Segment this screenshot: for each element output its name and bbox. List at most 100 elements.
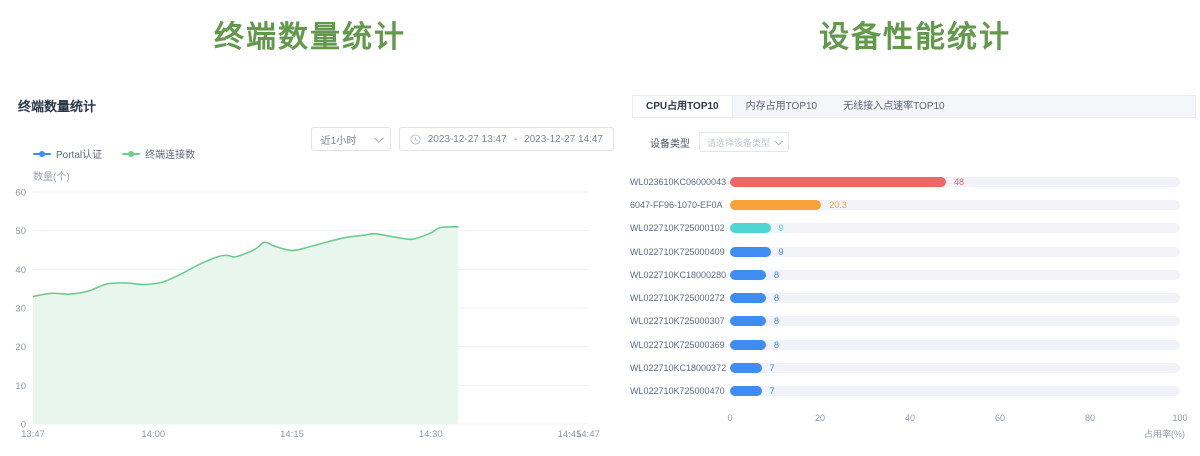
bar-plot: 8 bbox=[730, 316, 1180, 326]
bar-plot: 9 bbox=[730, 223, 1180, 233]
bar-x-axis-name: 占用率(%) bbox=[730, 427, 1185, 440]
bar-track bbox=[730, 363, 1180, 373]
bar-plot: 9 bbox=[730, 247, 1180, 257]
bar-plot: 7 bbox=[730, 386, 1180, 396]
bar-fill[interactable] bbox=[730, 200, 821, 210]
bar-fill[interactable] bbox=[730, 386, 762, 396]
time-range-select[interactable]: 近1小时 bbox=[311, 127, 391, 151]
bar-fill[interactable] bbox=[730, 247, 771, 257]
bar-value-label: 8 bbox=[774, 316, 779, 326]
svg-text:14:30: 14:30 bbox=[419, 429, 443, 440]
svg-text:14:15: 14:15 bbox=[280, 429, 304, 440]
device-type-label: 设备类型 bbox=[650, 135, 690, 150]
bar-track bbox=[730, 340, 1180, 350]
bar-fill[interactable] bbox=[730, 293, 766, 303]
bar-value-label: 8 bbox=[774, 293, 779, 303]
bar-row: WL022710K7250003698 bbox=[630, 333, 1200, 356]
time-controls: 近1小时 2023-12-27 13:47 - 2023-12-27 14:47 bbox=[311, 127, 614, 151]
bar-track bbox=[730, 223, 1180, 233]
svg-text:20: 20 bbox=[15, 342, 26, 353]
legend-item-Portal认证[interactable]: Portal认证 bbox=[33, 146, 102, 161]
bar-fill[interactable] bbox=[730, 340, 766, 350]
bar-value-label: 9 bbox=[779, 247, 784, 257]
x-tick-label: 0 bbox=[727, 413, 732, 423]
terminal-stats-panel-title: 终端数量统计 bbox=[18, 96, 96, 115]
bar-plot: 8 bbox=[730, 293, 1180, 303]
clock-icon bbox=[410, 134, 421, 145]
bar-category-label: WL022710K725000102 bbox=[630, 223, 730, 233]
bar-category-label: WL022710K725000307 bbox=[630, 316, 730, 326]
svg-text:60: 60 bbox=[15, 188, 26, 199]
bar-plot: 8 bbox=[730, 270, 1180, 280]
bar-category-label: WL022710KC18000372 bbox=[630, 363, 730, 373]
bar-row: WL022710K725000470 7 bbox=[630, 380, 1200, 403]
tab-无线接入点速率TOP10[interactable]: 无线接入点速率TOP10 bbox=[830, 96, 958, 117]
svg-text:13:47: 13:47 bbox=[21, 429, 45, 440]
bar-category-label: WL022710K725000369 bbox=[630, 340, 730, 350]
terminal-stats-heading: 终端数量统计 bbox=[0, 12, 620, 56]
x-tick-label: 40 bbox=[905, 413, 915, 423]
svg-text:50: 50 bbox=[15, 226, 26, 237]
x-tick-label: 80 bbox=[1085, 413, 1095, 423]
bar-value-label: 8 bbox=[774, 270, 779, 280]
legend-marker-icon bbox=[33, 153, 51, 155]
svg-text:14:47: 14:47 bbox=[576, 429, 600, 440]
date-range-end: 2023-12-27 14:47 bbox=[524, 134, 603, 145]
bar-row: WL023610KC06000043 48 bbox=[630, 170, 1200, 193]
legend-marker-icon bbox=[122, 153, 140, 155]
legend-label: 终端连接数 bbox=[145, 146, 195, 161]
bar-plot: 48 bbox=[730, 177, 1180, 187]
legend-label: Portal认证 bbox=[56, 146, 102, 161]
bar-fill[interactable] bbox=[730, 177, 946, 187]
device-type-placeholder: 请选择设备类型 bbox=[707, 136, 770, 149]
bar-plot: 20.3 bbox=[730, 200, 1180, 210]
bar-x-axis: 020406080100 bbox=[730, 413, 1180, 425]
device-perf-heading: 设备性能统计 bbox=[630, 12, 1200, 56]
bar-fill[interactable] bbox=[730, 223, 771, 233]
chevron-down-icon bbox=[774, 137, 782, 145]
terminal-stats-section: 终端数量统计 终端数量统计 近1小时 2023-12-27 13:47 - 20… bbox=[0, 0, 620, 456]
perf-tabbar: CPU占用TOP10内存占用TOP10无线接入点速率TOP10 bbox=[632, 95, 1196, 118]
bar-track bbox=[730, 316, 1180, 326]
bar-track bbox=[730, 247, 1180, 257]
y-axis-labels: 0102030405060 bbox=[15, 188, 26, 431]
bar-category-label: WL022710K725000409 bbox=[630, 247, 730, 257]
bar-category-label: WL023610KC06000043 bbox=[630, 177, 730, 187]
legend-item-终端连接数[interactable]: 终端连接数 bbox=[122, 146, 195, 161]
bar-category-label: WL022710KC18000280 bbox=[630, 270, 730, 280]
bar-category-label: WL022710K725000470 bbox=[630, 386, 730, 396]
x-axis-labels: 13:4714:0014:1514:3014:4514:47 bbox=[21, 429, 600, 440]
y-axis-name: 数量(个) bbox=[33, 168, 70, 183]
bar-fill[interactable] bbox=[730, 316, 766, 326]
series-area-终端连接数 bbox=[33, 227, 459, 424]
bar-category-label: 6047-FF96-1070-EF0A bbox=[630, 200, 730, 210]
bar-track bbox=[730, 293, 1180, 303]
line-chart-legend: Portal认证 终端连接数 bbox=[33, 146, 195, 161]
device-type-select[interactable]: 请选择设备类型 bbox=[699, 132, 789, 152]
svg-text:14:00: 14:00 bbox=[141, 429, 165, 440]
bar-fill[interactable] bbox=[730, 363, 762, 373]
bar-value-label: 7 bbox=[770, 386, 775, 396]
date-range-picker[interactable]: 2023-12-27 13:47 - 2023-12-27 14:47 bbox=[399, 127, 614, 151]
bar-category-label: WL022710K725000272 bbox=[630, 293, 730, 303]
bar-value-label: 7 bbox=[770, 363, 775, 373]
date-range-separator: - bbox=[514, 134, 517, 145]
x-tick-label: 100 bbox=[1172, 413, 1187, 423]
svg-text:30: 30 bbox=[15, 304, 26, 315]
bar-row: WL022710K725000409 9 bbox=[630, 240, 1200, 263]
device-type-filter: 设备类型 请选择设备类型 bbox=[650, 132, 789, 152]
bar-plot: 8 bbox=[730, 340, 1180, 350]
bar-fill[interactable] bbox=[730, 270, 766, 280]
bar-value-label: 48 bbox=[954, 177, 964, 187]
tab-内存占用TOP10[interactable]: 内存占用TOP10 bbox=[733, 96, 831, 117]
bar-row: WL022710K725000307 8 bbox=[630, 310, 1200, 333]
chevron-down-icon bbox=[374, 133, 384, 143]
tab-CPU占用TOP10[interactable]: CPU占用TOP10 bbox=[633, 96, 733, 117]
svg-text:10: 10 bbox=[15, 381, 26, 392]
bar-row: WL022710K7250001029 bbox=[630, 217, 1200, 240]
bar-track bbox=[730, 386, 1180, 396]
bar-row: WL022710K725000272 8 bbox=[630, 286, 1200, 309]
bar-row: WL022710KC18000280 8 bbox=[630, 263, 1200, 286]
terminal-line-chart: 010203040506013:4714:0014:1514:3014:4514… bbox=[0, 185, 620, 450]
svg-text:40: 40 bbox=[15, 265, 26, 276]
